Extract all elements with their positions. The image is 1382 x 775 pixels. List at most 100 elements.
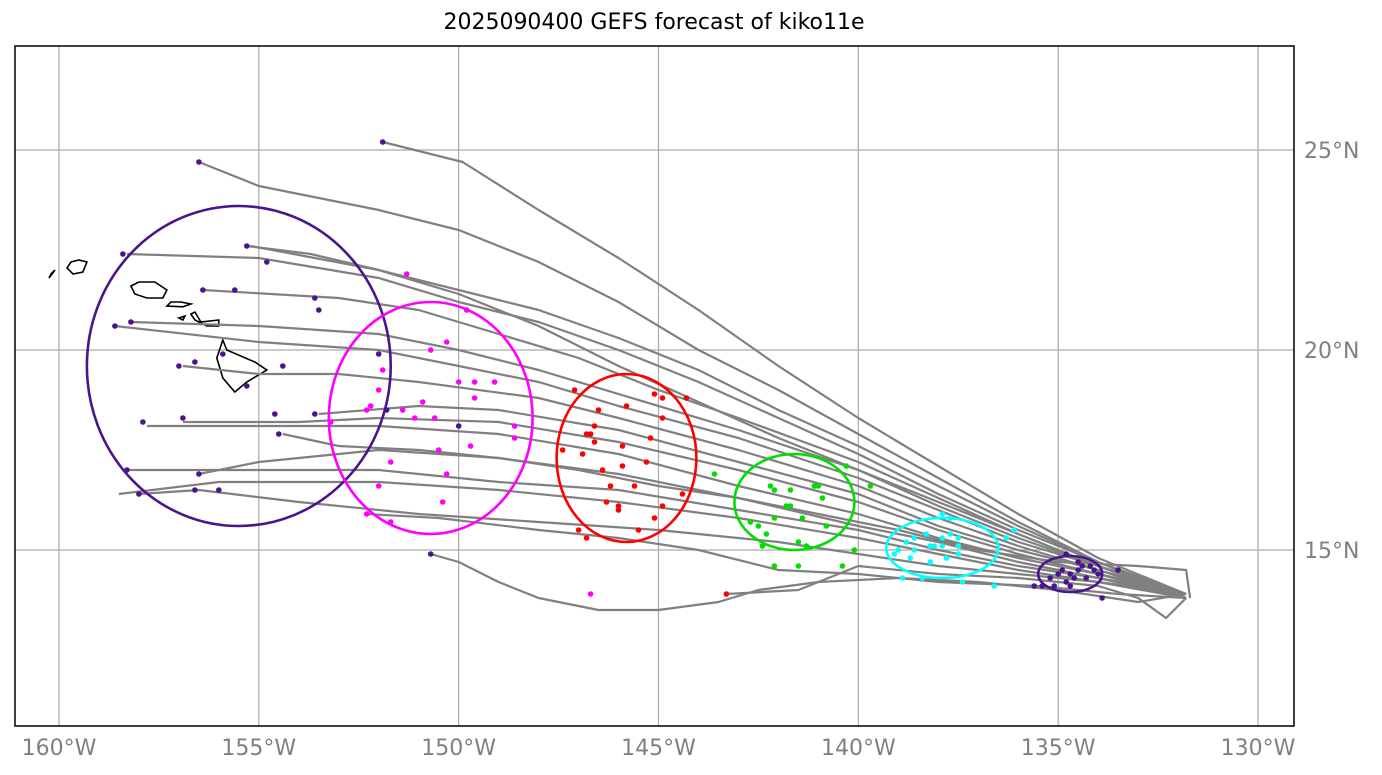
forecast-position-point [427,347,434,353]
island-outline [48,269,56,279]
ensemble-track-line [138,488,1187,596]
forecast-position-point [1031,583,1037,589]
forecast-position-point [679,491,686,497]
forecast-position-point [272,411,278,417]
island-outline [215,337,269,394]
forecast-position-point [923,531,930,537]
forecast-position-point [471,379,478,385]
island-outline [189,310,220,327]
forecast-position-point [635,527,642,533]
forecast-position-point [455,379,462,385]
forecast-position-point [1003,535,1009,541]
ensemble-track-line [382,140,1187,596]
forecast-position-point [907,555,914,561]
forecast-position-point [659,395,666,401]
forecast-position-point [1087,563,1093,569]
forecast-position-point [815,483,822,489]
lon-tick-label: 145°W [621,736,696,761]
forecast-position-point [280,363,286,369]
island-outline [176,314,187,322]
forecast-position-point [1047,575,1053,581]
uncertainty-ellipse [733,452,856,552]
map-frame [14,45,1295,727]
longitude-labels: 160°W 155°W 150°W 145°W 140°W 135°W 130°W [22,736,1296,761]
forecast-position-point [375,387,382,393]
island-outline [129,281,168,299]
forecast-position-point [599,467,606,473]
forecast-position-point [1051,583,1057,589]
forecast-position-point [747,519,754,525]
uncertainty-ellipse [555,372,698,544]
forecast-position-point [375,351,382,357]
forecast-position-point [939,511,946,517]
forecast-position-point [927,543,934,549]
forecast-position-point [312,411,318,417]
forecast-position-point [771,487,778,493]
forecast-position-point [623,403,630,409]
forecast-position-point [367,403,374,409]
forecast-position-point [839,563,846,569]
forecast-position-point [755,523,762,529]
forecast-position-point [619,443,626,449]
forecast-position-point [232,287,238,293]
island-outline [65,259,88,275]
forecast-position-point [575,527,582,533]
ensemble-positions [112,139,1121,601]
forecast-position-point [264,259,270,265]
forecast-position-point [1059,567,1065,573]
ensemble-track-line [246,244,1187,600]
forecast-position-point [659,503,666,509]
forecast-position-point [803,543,810,549]
forecast-position-point [180,415,186,421]
forecast-position-point [767,483,774,489]
forecast-position-point [140,419,146,425]
forecast-position-point [819,495,826,501]
forecast-position-point [903,539,910,545]
forecast-position-point [947,531,954,537]
forecast-position-point [176,363,182,369]
forecast-position-point [763,531,770,537]
forecast-position-point [787,487,794,493]
forecast-position-point [771,563,778,569]
forecast-position-point [375,483,382,489]
forecast-position-point [799,515,806,521]
forecast-position-point [911,547,918,553]
forecast-position-point [659,415,666,421]
forecast-position-point [411,415,418,421]
forecast-position-point [379,139,386,145]
forecast-position-point [1079,563,1085,569]
ensemble-track-line [130,320,1187,600]
uncertainty-ellipses [85,204,1104,594]
forecast-position-point [911,535,918,541]
forecast-position-point [196,159,202,165]
lon-tick-label: 130°W [1221,736,1296,761]
forecast-position-point [711,471,718,477]
forecast-position-point [244,383,250,389]
forecast-position-point [427,551,434,557]
forecast-position-point [723,591,730,597]
forecast-position-point [615,503,622,509]
forecast-position-point [1055,571,1061,577]
forecast-position-point [276,431,282,437]
ensemble-track-line [126,252,1187,600]
forecast-position-point [491,379,498,385]
forecast-position-point [851,547,858,553]
map-title: 2025090400 GEFS forecast of kiko11e [443,10,865,35]
forecast-position-point [595,407,602,413]
ensemble-track-line [198,160,1187,600]
lat-tick-label: 20°N [1304,339,1359,364]
ensemble-track-line [250,244,1187,596]
forecast-position-point [471,395,478,401]
ensemble-track-line [366,512,1187,600]
forecast-position-point [771,515,778,521]
forecast-position-point [939,543,946,549]
forecast-position-point [1075,567,1081,573]
forecast-position-point [196,471,202,477]
forecast-position-point [363,407,370,413]
forecast-position-point [399,407,406,413]
lon-tick-label: 135°W [1021,736,1096,761]
forecast-position-point [591,423,598,429]
forecast-position-point [511,423,518,429]
forecast-position-point [312,295,318,301]
plot-area [48,139,1192,620]
